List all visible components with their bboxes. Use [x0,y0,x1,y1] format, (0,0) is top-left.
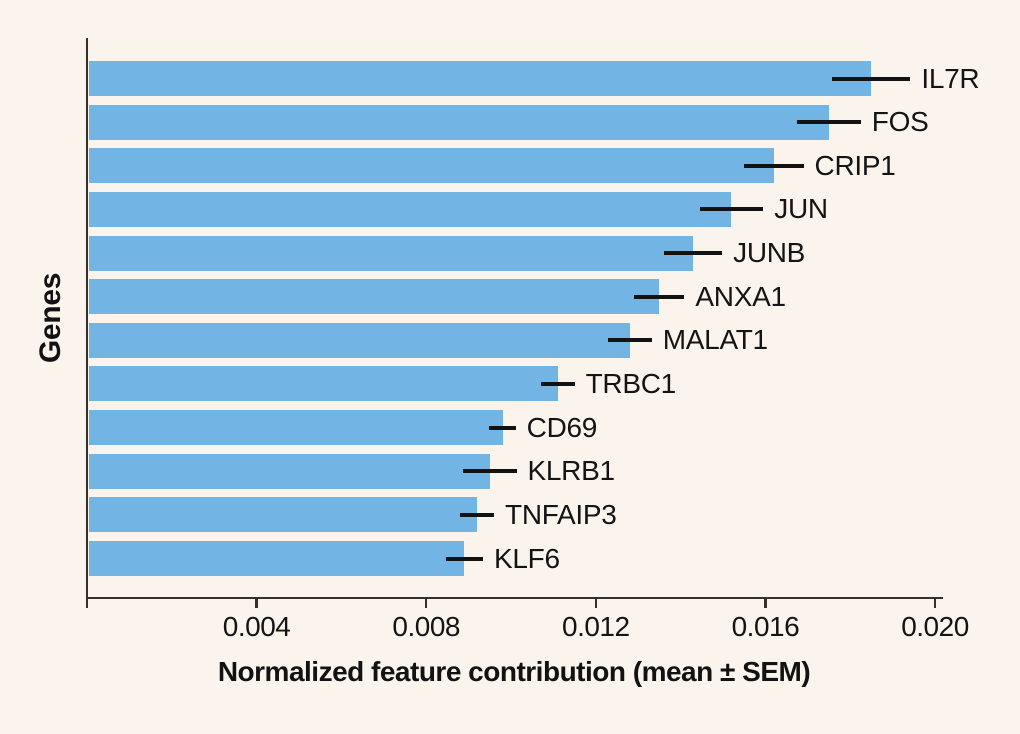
error-bar-jun [699,207,764,212]
bar-il7r [88,61,872,96]
bar-trbc1 [88,366,558,402]
bar-label-anxa1: ANXA1 [695,280,786,312]
x-tick-0.020 [933,598,937,608]
bar-jun [88,191,732,227]
x-tick-label-0.004: 0.004 [222,611,291,642]
bar-label-malat1: MALAT1 [662,324,768,356]
y-axis-label: Genes [34,272,67,364]
x-tick-0.008 [424,598,428,608]
bar-label-cd69: CD69 [526,411,598,443]
error-bar-trbc1 [540,381,575,386]
bar-label-klrb1: KLRB1 [527,455,616,487]
bar-label-trbc1: TRBC1 [585,367,677,399]
error-bar-fos [797,120,861,125]
error-bar-tnfaip3 [460,512,495,517]
x-tick-label-0.016: 0.016 [731,611,800,642]
x-axis-line [85,596,943,600]
x-tick-label-0.012: 0.012 [562,611,630,642]
bar-anxa1 [88,279,660,315]
bar-junb [88,235,694,271]
x-tick-0.004 [255,598,258,608]
bar-label-il7r: IL7R [921,62,980,94]
error-bar-anxa1 [634,294,685,299]
error-bar-il7r [832,76,911,81]
bar-label-fos: FOS [871,106,929,138]
bar-klrb1 [88,453,490,489]
bar-label-junb: JUNB [733,237,806,269]
bar-tnfaip3 [88,497,478,533]
error-bar-junb [664,251,723,256]
bar-klf6 [88,541,465,577]
bar-label-klf6: KLF6 [494,542,560,574]
bar-label-crip1: CRIP1 [814,149,896,181]
bar-crip1 [88,148,774,184]
error-bar-crip1 [744,163,804,168]
x-tick-origin [85,598,89,608]
x-axis-label: Normalized feature contribution (mean ± … [217,656,811,687]
bar-fos [88,104,829,140]
x-tick-label-0.020: 0.020 [901,611,969,642]
x-tick-label-0.008: 0.008 [392,611,460,642]
bar-malat1 [88,322,630,358]
x-tick-0.012 [594,598,598,608]
bar-cd69 [88,410,503,446]
error-bar-malat1 [607,338,652,343]
y-axis-line [85,38,89,605]
bar-label-tnfaip3: TNFAIP3 [505,498,617,530]
error-bar-cd69 [489,425,516,430]
x-tick-0.016 [764,598,767,608]
error-bar-klf6 [445,556,483,561]
error-bar-klrb1 [463,469,517,474]
bar-label-jun: JUN [774,193,828,225]
